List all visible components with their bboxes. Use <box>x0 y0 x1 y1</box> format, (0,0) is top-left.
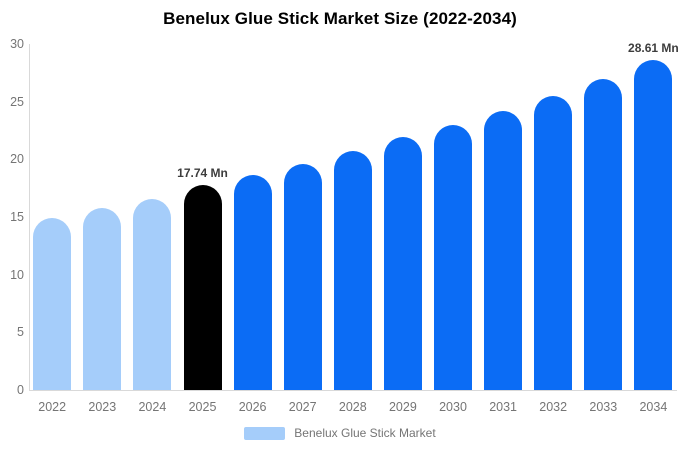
x-axis-label: 2029 <box>388 400 417 414</box>
bar-2031 <box>484 110 523 390</box>
bar-2022 <box>33 218 72 390</box>
bar-2029 <box>383 137 422 390</box>
y-axis-tick-label: 30 <box>10 37 24 51</box>
x-axis-label: 2022 <box>38 400 67 414</box>
y-axis-tick-label: 25 <box>10 94 24 109</box>
legend-swatch <box>244 426 286 440</box>
legend: Benelux Glue Stick Market <box>0 426 680 440</box>
bar-2025 <box>183 185 222 390</box>
x-axis-label: 2024 <box>138 400 167 414</box>
legend-label: Benelux Glue Stick Market <box>294 426 436 440</box>
bar-value-label: 17.74 Mn <box>177 166 228 181</box>
x-axis-label: 2030 <box>439 400 467 414</box>
x-axis-label: 2028 <box>338 400 367 414</box>
x-axis-label: 2034 <box>639 400 668 414</box>
x-axis-label: 2032 <box>539 400 568 414</box>
bar-2033 <box>584 78 623 390</box>
x-axis-label: 2031 <box>489 400 517 414</box>
chart-title: Benelux Glue Stick Market Size (2022-203… <box>163 9 517 28</box>
bar-2024 <box>133 198 172 390</box>
y-axis-tick-label: 0 <box>17 383 24 397</box>
y-axis-tick-label: 15 <box>10 210 24 224</box>
bar-2026 <box>233 175 272 390</box>
y-axis-tick-label: 10 <box>10 267 24 282</box>
bar-2034 <box>634 60 673 390</box>
bar-2028 <box>333 151 372 390</box>
y-axis-tick-label: 5 <box>17 325 24 340</box>
bar-value-label: 28.61 Mn <box>628 41 679 56</box>
bar-2023 <box>83 207 122 390</box>
x-axis-label: 2033 <box>589 400 618 414</box>
x-axis-label: 2026 <box>238 400 267 414</box>
x-axis-label: 2023 <box>88 400 117 414</box>
bar-2027 <box>283 163 322 390</box>
x-axis-label: 2025 <box>188 400 217 414</box>
x-axis-line <box>29 390 677 391</box>
x-axis-label: 2027 <box>288 400 317 414</box>
y-axis-line <box>29 44 30 391</box>
bar-2030 <box>434 124 472 390</box>
y-axis-tick-label: 20 <box>10 152 24 167</box>
bar-2032 <box>534 95 573 390</box>
